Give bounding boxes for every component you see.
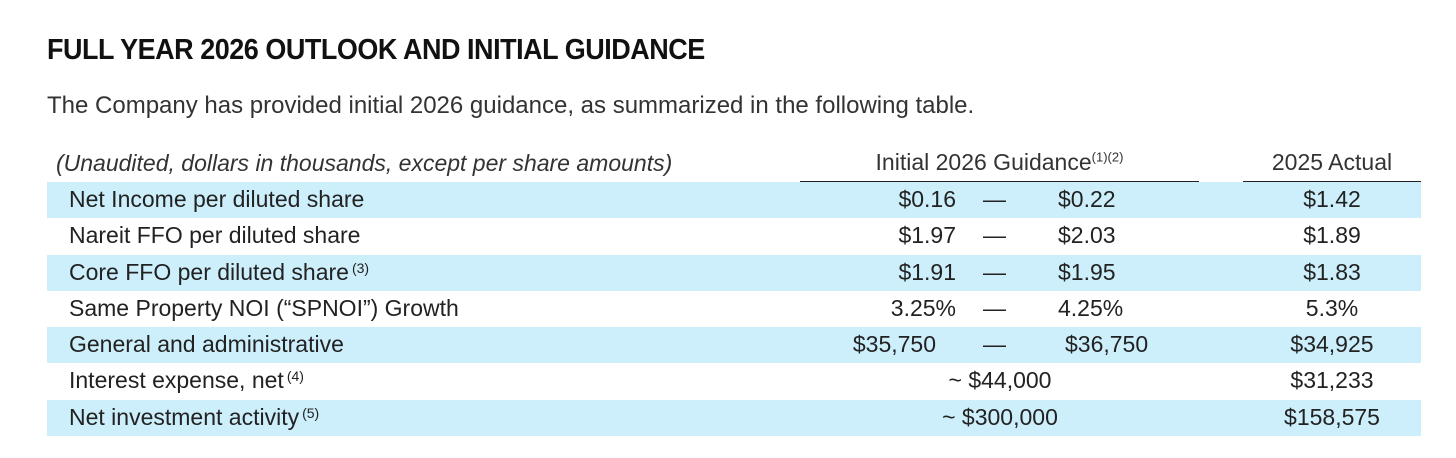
table-row: Nareit FFO per diluted share $1.97 — $2.… <box>0 218 1456 254</box>
table-row: Core FFO per diluted share (3) $1.91 — $1… <box>0 254 1456 292</box>
guidance-high: 4.25% <box>1058 294 1124 321</box>
row-label-text: Net Income per diluted share <box>69 186 365 212</box>
row-label-text: Nareit FFO per diluted share <box>69 222 361 249</box>
guidance-table: Net Income per diluted share $0.16 — $0.… <box>0 182 1456 437</box>
row-label-text: Interest expense, net <box>69 367 284 394</box>
row-footnote: (5) <box>302 404 320 421</box>
range-dash: — <box>983 222 1006 249</box>
table-row: Interest expense, net (4) ~ $44,000 $31,2… <box>0 363 1456 399</box>
guidance-high: $0.22 <box>1058 186 1116 212</box>
guidance-header-footnote: (1)(2) <box>1091 149 1124 165</box>
units-note: (Unaudited, dollars in thousands, except… <box>56 150 673 176</box>
guidance-low: 3.25% <box>890 294 956 321</box>
guidance-low: $1.97 <box>898 222 956 249</box>
intro-text: The Company has provided initial 2026 gu… <box>47 92 975 119</box>
table-row: General and administrative $35,750 — $36… <box>0 327 1456 364</box>
range-dash: — <box>983 186 1006 212</box>
actual-value: $34,925 <box>1290 331 1374 358</box>
row-label: Nareit FFO per diluted share <box>69 222 360 249</box>
guidance-high: $1.95 <box>1058 258 1116 285</box>
actual-value: $31,233 <box>1290 367 1374 394</box>
actual-value: $1.42 <box>1303 186 1361 212</box>
row-footnote: (3) <box>351 259 370 276</box>
guidance-approx: ~ $44,000 <box>948 367 1052 394</box>
actual-value: $1.83 <box>1303 258 1361 285</box>
row-footnote: (4) <box>286 368 304 385</box>
table-row: Net Income per diluted share $0.16 — $0.… <box>0 182 1456 219</box>
row-label-text: Same Property NOI (“SPNOI”) Growth <box>69 294 459 321</box>
actual-value: $1.89 <box>1303 222 1361 249</box>
guidance-low: $1.91 <box>898 258 956 285</box>
table-header: (Unaudited, dollars in thousands, except… <box>0 146 1456 184</box>
table-row: Same Property NOI (“SPNOI”) Growth 3.25%… <box>0 291 1456 327</box>
row-label: General and administrative <box>69 331 344 358</box>
row-label-text: Net investment activity <box>69 403 300 430</box>
page-title: FULL YEAR 2026 OUTLOOK AND INITIAL GUIDA… <box>47 34 705 66</box>
range-dash: — <box>983 258 1006 285</box>
range-dash: — <box>983 294 1006 321</box>
row-label: Interest expense, net (4) <box>69 367 304 394</box>
row-label-text: Core FFO per diluted share <box>69 258 349 285</box>
row-label: Net Income per diluted share <box>69 186 364 213</box>
guidance-high: $36,750 <box>1065 331 1149 358</box>
actual-column-header: 2025 Actual <box>1243 149 1421 182</box>
row-label: Core FFO per diluted share (3) <box>69 259 369 286</box>
guidance-column-header: Initial 2026 Guidance(1)(2) <box>800 149 1199 182</box>
guidance-high: $2.03 <box>1058 222 1116 249</box>
guidance-low: $35,750 <box>852 331 936 358</box>
range-dash: — <box>983 331 1006 358</box>
row-label: Same Property NOI (“SPNOI”) Growth <box>69 295 459 322</box>
guidance-header-label: Initial 2026 Guidance <box>875 149 1092 175</box>
row-label-text: General and administrative <box>69 331 344 358</box>
table-row: Net investment activity (5) ~ $300,000 $1… <box>0 399 1456 437</box>
actual-value: $158,575 <box>1284 403 1380 430</box>
actual-value: 5.3% <box>1305 294 1359 321</box>
guidance-approx: ~ $300,000 <box>942 403 1058 430</box>
row-label: Net investment activity (5) <box>69 404 319 431</box>
guidance-low: $0.16 <box>898 186 956 212</box>
